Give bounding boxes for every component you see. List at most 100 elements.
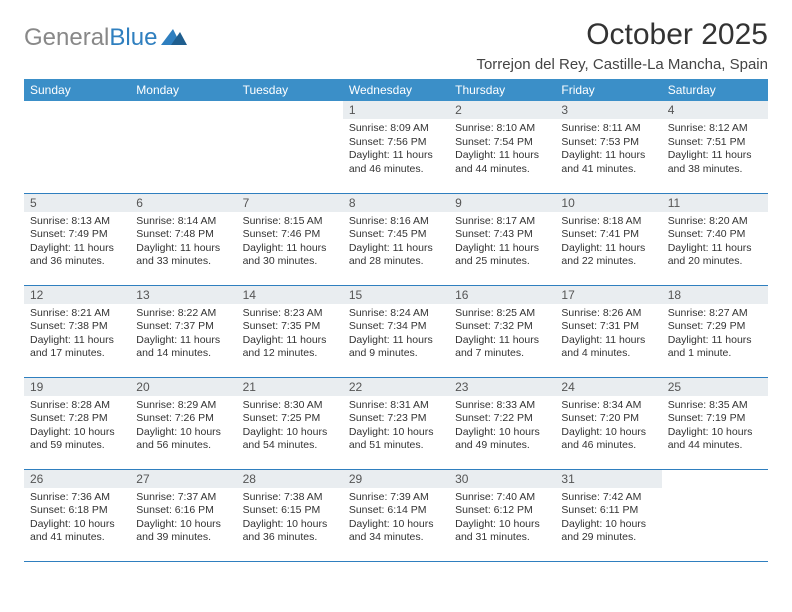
calendar-day-cell: 29Sunrise: 7:39 AMSunset: 6:14 PMDayligh… (343, 469, 449, 561)
sunset-line: Sunset: 7:40 PM (668, 228, 762, 242)
sunset-line: Sunset: 7:19 PM (668, 412, 762, 426)
day-body: Sunrise: 8:12 AMSunset: 7:51 PMDaylight:… (662, 119, 768, 181)
daylight-line: Daylight: 11 hours and 12 minutes. (243, 334, 337, 361)
sunrise-line: Sunrise: 8:17 AM (455, 215, 549, 229)
sunset-line: Sunset: 7:45 PM (349, 228, 443, 242)
day-number: 2 (449, 101, 555, 119)
calendar-day-cell: 23Sunrise: 8:33 AMSunset: 7:22 PMDayligh… (449, 377, 555, 469)
day-body: Sunrise: 8:23 AMSunset: 7:35 PMDaylight:… (237, 304, 343, 366)
day-number: 23 (449, 378, 555, 396)
daylight-line: Daylight: 10 hours and 54 minutes. (243, 426, 337, 453)
calendar-day-cell: 9Sunrise: 8:17 AMSunset: 7:43 PMDaylight… (449, 193, 555, 285)
day-number: 31 (555, 470, 661, 488)
sunset-line: Sunset: 7:22 PM (455, 412, 549, 426)
calendar-day-cell: 5Sunrise: 8:13 AMSunset: 7:49 PMDaylight… (24, 193, 130, 285)
day-body: Sunrise: 8:28 AMSunset: 7:28 PMDaylight:… (24, 396, 130, 458)
day-number: 9 (449, 194, 555, 212)
day-number: 17 (555, 286, 661, 304)
calendar-day-cell: 15Sunrise: 8:24 AMSunset: 7:34 PMDayligh… (343, 285, 449, 377)
calendar-day-cell: 20Sunrise: 8:29 AMSunset: 7:26 PMDayligh… (130, 377, 236, 469)
calendar-day-cell: 2Sunrise: 8:10 AMSunset: 7:54 PMDaylight… (449, 101, 555, 193)
calendar-day-cell: 6Sunrise: 8:14 AMSunset: 7:48 PMDaylight… (130, 193, 236, 285)
sunrise-line: Sunrise: 8:31 AM (349, 399, 443, 413)
daylight-line: Daylight: 10 hours and 36 minutes. (243, 518, 337, 545)
day-body: Sunrise: 8:31 AMSunset: 7:23 PMDaylight:… (343, 396, 449, 458)
day-number: 18 (662, 286, 768, 304)
day-body: Sunrise: 8:26 AMSunset: 7:31 PMDaylight:… (555, 304, 661, 366)
day-body: Sunrise: 8:09 AMSunset: 7:56 PMDaylight:… (343, 119, 449, 181)
brand-text-gray: General (24, 24, 109, 52)
day-body: Sunrise: 8:24 AMSunset: 7:34 PMDaylight:… (343, 304, 449, 366)
dow-sat: Saturday (662, 79, 768, 101)
day-body: Sunrise: 8:11 AMSunset: 7:53 PMDaylight:… (555, 119, 661, 181)
daylight-line: Daylight: 11 hours and 25 minutes. (455, 242, 549, 269)
calendar-day-cell: 27Sunrise: 7:37 AMSunset: 6:16 PMDayligh… (130, 469, 236, 561)
daylight-line: Daylight: 10 hours and 29 minutes. (561, 518, 655, 545)
calendar-page: GeneralBlue October 2025 Torrejon del Re… (0, 0, 792, 562)
sunset-line: Sunset: 7:23 PM (349, 412, 443, 426)
day-number: 5 (24, 194, 130, 212)
calendar-day-cell: 21Sunrise: 8:30 AMSunset: 7:25 PMDayligh… (237, 377, 343, 469)
sunrise-line: Sunrise: 8:13 AM (30, 215, 124, 229)
sunrise-line: Sunrise: 8:15 AM (243, 215, 337, 229)
daylight-line: Daylight: 11 hours and 33 minutes. (136, 242, 230, 269)
calendar-day-cell: 7Sunrise: 8:15 AMSunset: 7:46 PMDaylight… (237, 193, 343, 285)
sunset-line: Sunset: 7:20 PM (561, 412, 655, 426)
day-body: Sunrise: 8:16 AMSunset: 7:45 PMDaylight:… (343, 212, 449, 274)
sunrise-line: Sunrise: 8:27 AM (668, 307, 762, 321)
month-title: October 2025 (476, 18, 768, 52)
calendar-day-cell: 24Sunrise: 8:34 AMSunset: 7:20 PMDayligh… (555, 377, 661, 469)
calendar-day-cell: 12Sunrise: 8:21 AMSunset: 7:38 PMDayligh… (24, 285, 130, 377)
sunset-line: Sunset: 7:38 PM (30, 320, 124, 334)
calendar-day-cell (237, 101, 343, 193)
calendar-day-cell: 8Sunrise: 8:16 AMSunset: 7:45 PMDaylight… (343, 193, 449, 285)
day-number: 27 (130, 470, 236, 488)
sunrise-line: Sunrise: 7:37 AM (136, 491, 230, 505)
sunrise-line: Sunrise: 8:20 AM (668, 215, 762, 229)
calendar-day-cell: 25Sunrise: 8:35 AMSunset: 7:19 PMDayligh… (662, 377, 768, 469)
sunset-line: Sunset: 6:16 PM (136, 504, 230, 518)
day-number (24, 101, 130, 119)
daylight-line: Daylight: 11 hours and 28 minutes. (349, 242, 443, 269)
daylight-line: Daylight: 10 hours and 31 minutes. (455, 518, 549, 545)
sunset-line: Sunset: 7:54 PM (455, 136, 549, 150)
dow-fri: Friday (555, 79, 661, 101)
day-body (24, 119, 130, 126)
calendar-week-row: 5 Sunrise: 8:13 AMSunset: 7:49 PM Daylight… (24, 193, 768, 285)
day-body: Sunrise: 8:15 AMSunset: 7:46 PMDaylight:… (237, 212, 343, 274)
sunset-line: Sunset: 7:34 PM (349, 320, 443, 334)
day-number: 6 (130, 194, 236, 212)
day-body: Sunrise: 8:20 AMSunset: 7:40 PMDaylight:… (662, 212, 768, 274)
daylight-line: Daylight: 11 hours and 44 minutes. (455, 149, 549, 176)
sunset-line: Sunset: 7:53 PM (561, 136, 655, 150)
sunset-line: Sunset: 7:56 PM (349, 136, 443, 150)
day-body: Sunrise: 8:27 AMSunset: 7:29 PMDaylight:… (662, 304, 768, 366)
sunset-line: Sunset: 7:49 PM (30, 228, 124, 242)
brand-logo: GeneralBlue (24, 24, 187, 52)
sunrise-line: Sunrise: 8:29 AM (136, 399, 230, 413)
calendar-day-cell: 10Sunrise: 8:18 AMSunset: 7:41 PMDayligh… (555, 193, 661, 285)
dow-sun: Sunday (24, 79, 130, 101)
day-number: 15 (343, 286, 449, 304)
day-number: 7 (237, 194, 343, 212)
calendar-day-cell: 17Sunrise: 8:26 AMSunset: 7:31 PMDayligh… (555, 285, 661, 377)
sunrise-line: Sunrise: 8:21 AM (30, 307, 124, 321)
dow-tue: Tuesday (237, 79, 343, 101)
day-body: Sunrise: 8:22 AMSunset: 7:37 PMDaylight:… (130, 304, 236, 366)
daylight-line: Daylight: 10 hours and 34 minutes. (349, 518, 443, 545)
sunset-line: Sunset: 7:37 PM (136, 320, 230, 334)
dow-mon: Monday (130, 79, 236, 101)
sunrise-line: Sunrise: 8:22 AM (136, 307, 230, 321)
sunset-line: Sunset: 7:35 PM (243, 320, 337, 334)
calendar-week-row: 26Sunrise: 7:36 AMSunset: 6:18 PMDayligh… (24, 469, 768, 561)
calendar-day-cell: 26Sunrise: 7:36 AMSunset: 6:18 PMDayligh… (24, 469, 130, 561)
day-number: 30 (449, 470, 555, 488)
day-body: Sunrise: 8:29 AMSunset: 7:26 PMDaylight:… (130, 396, 236, 458)
day-body: Sunrise: 7:36 AMSunset: 6:18 PMDaylight:… (24, 488, 130, 550)
day-body: Sunrise: 7:37 AMSunset: 6:16 PMDaylight:… (130, 488, 236, 550)
calendar-day-cell: 28Sunrise: 7:38 AMSunset: 6:15 PMDayligh… (237, 469, 343, 561)
calendar-day-cell: 19Sunrise: 8:28 AMSunset: 7:28 PMDayligh… (24, 377, 130, 469)
day-body: Sunrise: 8:25 AMSunset: 7:32 PMDaylight:… (449, 304, 555, 366)
daylight-line: Daylight: 11 hours and 17 minutes. (30, 334, 124, 361)
daylight-line: Daylight: 11 hours and 4 minutes. (561, 334, 655, 361)
